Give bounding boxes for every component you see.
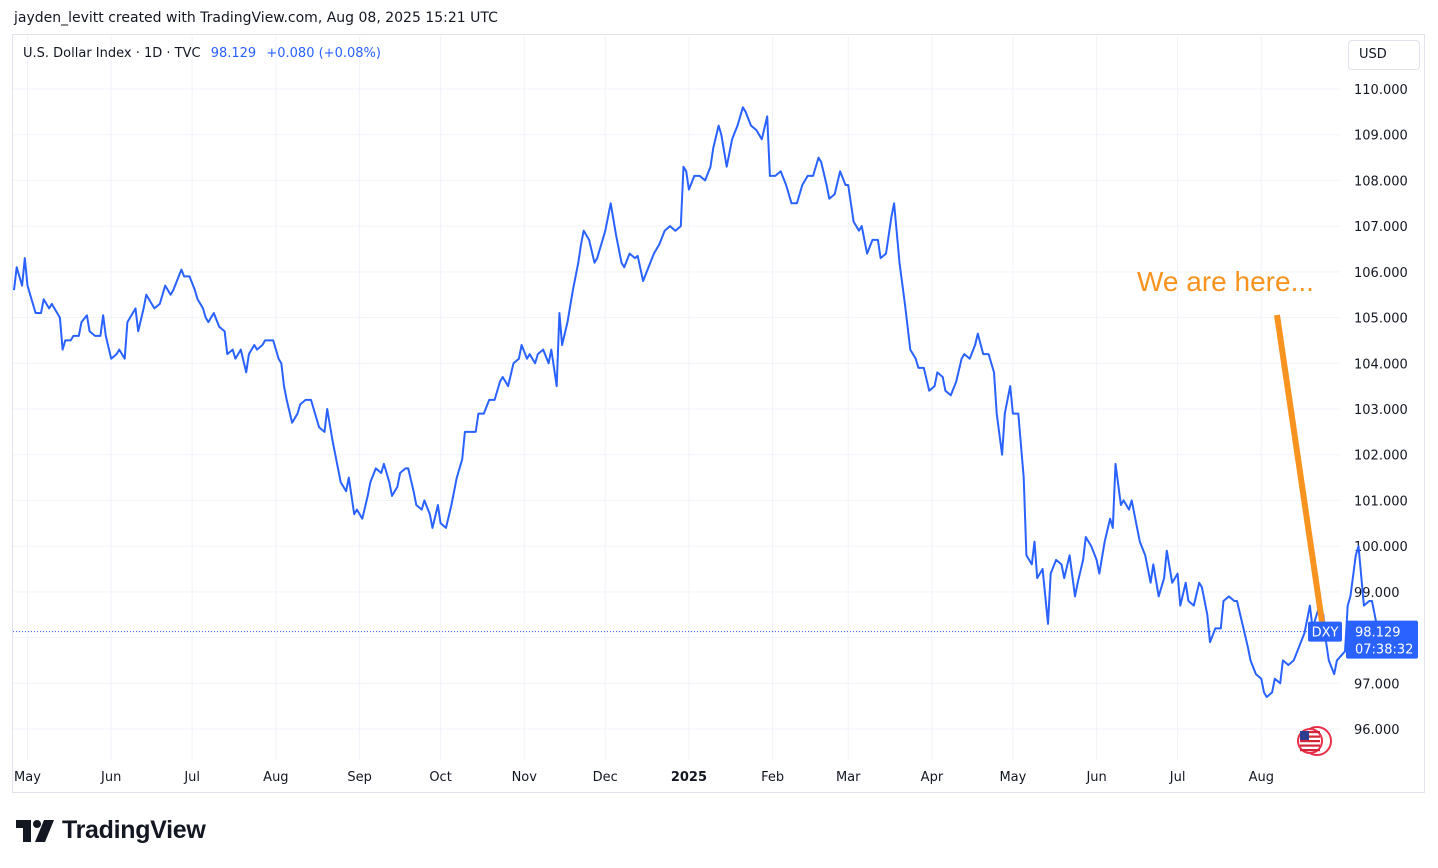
y-tick-label: 100.000 bbox=[1354, 540, 1408, 555]
x-tick-label: May bbox=[14, 770, 41, 785]
x-tick-label: Mar bbox=[836, 770, 861, 785]
price-label-countdown: 07:38:32 bbox=[1355, 643, 1413, 658]
x-tick-label: Jul bbox=[1169, 770, 1186, 785]
y-tick-label: 110.000 bbox=[1354, 83, 1408, 98]
tradingview-logo[interactable]: TradingView bbox=[16, 816, 206, 845]
y-tick-label: 97.000 bbox=[1354, 677, 1400, 692]
price-label-value: 98.129 bbox=[1355, 626, 1401, 641]
x-tick-label: Aug bbox=[1249, 770, 1274, 785]
x-tick-label: Jun bbox=[100, 770, 121, 785]
legend-symbol: U.S. Dollar Index · 1D · TVC bbox=[23, 46, 201, 61]
brand-name: TradingView bbox=[62, 816, 206, 844]
price-label bbox=[1346, 620, 1418, 659]
symbol-tag bbox=[1308, 621, 1342, 642]
x-tick-label: Jul bbox=[183, 770, 200, 785]
x-tick-label: Jun bbox=[1085, 770, 1106, 785]
x-tick-label: Aug bbox=[263, 770, 288, 785]
x-tick-label: Feb bbox=[761, 770, 784, 785]
y-tick-label: 99.000 bbox=[1354, 586, 1400, 601]
y-tick-label: 96.000 bbox=[1354, 723, 1400, 738]
annotation-text: We are here... bbox=[1137, 266, 1314, 297]
y-tick-label: 101.000 bbox=[1354, 494, 1408, 509]
y-tick-label: 103.000 bbox=[1354, 403, 1408, 418]
tradingview-logo-icon bbox=[16, 819, 54, 842]
x-tick-label: Apr bbox=[921, 770, 944, 785]
y-tick-label: 109.000 bbox=[1354, 129, 1408, 144]
x-tick-label: May bbox=[999, 770, 1026, 785]
chart-legend: U.S. Dollar Index · 1D · TVC 98.129 +0.0… bbox=[23, 46, 381, 61]
legend-change: +0.080 (+0.08%) bbox=[266, 46, 381, 61]
chart-credit: jayden_levitt created with TradingView.c… bbox=[14, 10, 498, 26]
y-tick-label: 105.000 bbox=[1354, 312, 1408, 327]
series-line-dxy[interactable] bbox=[13, 106, 1392, 698]
annotation-line bbox=[1274, 314, 1325, 623]
symbol-tag-text: DXY bbox=[1312, 626, 1339, 641]
x-tick-label: Dec bbox=[593, 770, 618, 785]
x-tick-label: 2025 bbox=[671, 770, 707, 785]
chart-frame bbox=[12, 34, 1425, 793]
x-tick-label: Sep bbox=[347, 770, 372, 785]
y-tick-label: 107.000 bbox=[1354, 220, 1408, 235]
x-tick-label: Oct bbox=[429, 770, 451, 785]
y-tick-label: 106.000 bbox=[1354, 266, 1408, 281]
currency-button[interactable]: USD bbox=[1348, 40, 1420, 70]
x-tick-label: Nov bbox=[512, 770, 538, 785]
legend-value: 98.129 bbox=[210, 46, 257, 61]
y-tick-label: 104.000 bbox=[1354, 357, 1408, 372]
y-tick-label: 102.000 bbox=[1354, 449, 1408, 464]
y-tick-label: 108.000 bbox=[1354, 174, 1408, 189]
us-flag-icon bbox=[1297, 726, 1332, 756]
